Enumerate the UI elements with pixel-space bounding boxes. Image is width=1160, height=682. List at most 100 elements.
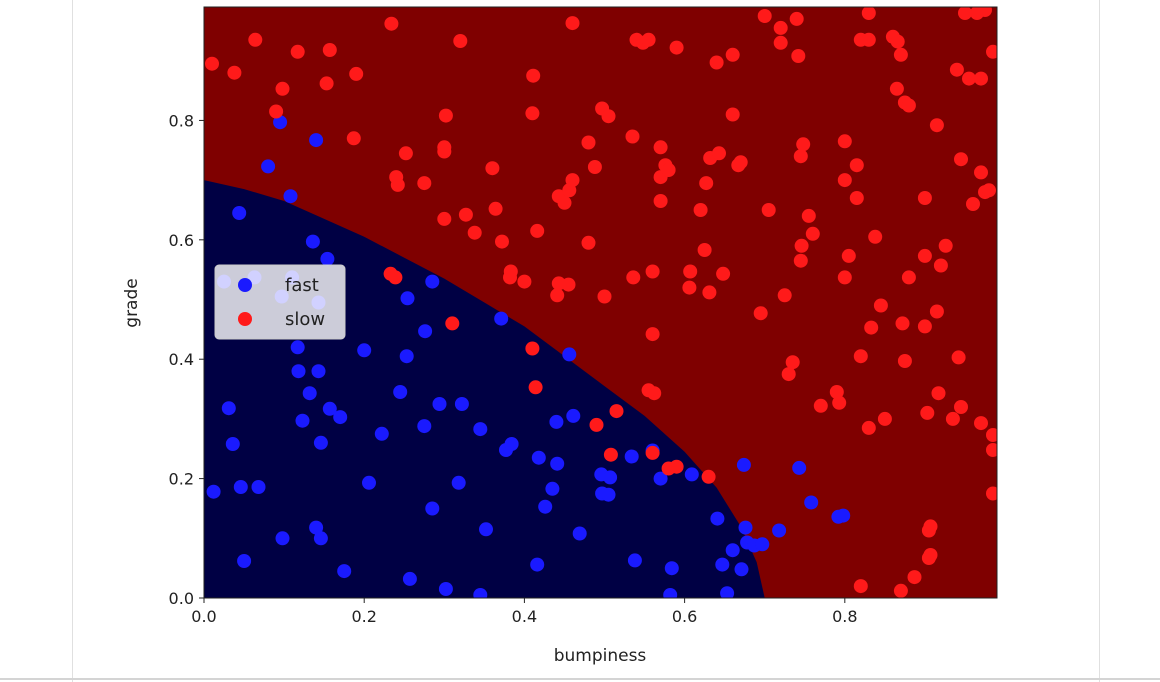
point-fast-2 xyxy=(261,159,276,174)
point-fast-70 xyxy=(313,531,328,546)
point-fast-85 xyxy=(720,586,735,598)
point-slow-144 xyxy=(954,400,968,414)
point-slow-113 xyxy=(861,420,876,435)
point-fast-15 xyxy=(290,340,305,355)
point-slow-137 xyxy=(931,386,946,401)
point-fast-55 xyxy=(251,480,266,494)
point-fast-44 xyxy=(603,470,618,485)
point-slow-21 xyxy=(485,161,500,176)
point-fast-35 xyxy=(494,311,509,326)
legend-box xyxy=(214,264,346,340)
point-fast-5 xyxy=(305,234,320,249)
point-slow-35 xyxy=(528,380,543,395)
point-fast-3 xyxy=(283,189,298,204)
point-fast-23 xyxy=(322,401,337,416)
point-slow-79 xyxy=(716,266,731,281)
point-slow-152 xyxy=(982,183,996,198)
point-fast-26 xyxy=(432,397,447,411)
point-slow-91 xyxy=(777,288,792,303)
point-slow-110 xyxy=(861,32,876,47)
point-slow-12 xyxy=(398,146,413,161)
point-fast-72 xyxy=(479,522,493,537)
point-fast-27 xyxy=(454,397,469,411)
point-slow-153 xyxy=(986,428,997,442)
point-slow-25 xyxy=(503,264,518,279)
point-slow-5 xyxy=(384,16,399,31)
point-slow-70 xyxy=(669,40,684,55)
point-fast-56 xyxy=(425,501,440,516)
point-slow-45 xyxy=(581,135,596,150)
point-fast-61 xyxy=(725,543,740,558)
point-slow-111 xyxy=(861,7,876,20)
point-slow-76 xyxy=(702,285,717,300)
point-fast-75 xyxy=(530,557,545,572)
x-axis-ticks: 0.0 0.2 0.4 0.6 0.8 xyxy=(191,598,858,626)
point-slow-46 xyxy=(587,160,602,174)
x-tick-label-4: 0.8 xyxy=(832,607,857,626)
point-slow-157 xyxy=(958,7,972,20)
point-fast-68 xyxy=(836,508,851,523)
point-slow-98 xyxy=(801,208,816,223)
x-axis-label: bumpiness xyxy=(554,646,647,666)
point-slow-23 xyxy=(495,234,509,249)
point-slow-38 xyxy=(561,277,576,292)
y-axis-label: grade xyxy=(122,278,142,327)
point-slow-43 xyxy=(565,16,580,31)
point-fast-36 xyxy=(562,347,577,362)
point-slow-51 xyxy=(603,447,618,462)
y-tick-label-3: 0.6 xyxy=(169,231,194,250)
point-slow-149 xyxy=(974,71,988,86)
point-slow-48 xyxy=(597,289,612,304)
point-fast-50 xyxy=(684,467,699,482)
point-slow-145 xyxy=(962,71,976,86)
point-fast-77 xyxy=(664,561,679,576)
point-slow-85 xyxy=(753,306,768,321)
point-slow-54 xyxy=(625,129,640,144)
point-fast-12 xyxy=(425,274,440,289)
point-slow-95 xyxy=(793,253,808,268)
point-slow-80 xyxy=(725,47,740,62)
point-slow-71 xyxy=(683,264,698,279)
point-fast-11 xyxy=(400,291,415,306)
point-slow-44 xyxy=(581,235,596,250)
point-slow-8 xyxy=(319,76,334,91)
point-slow-57 xyxy=(641,32,656,47)
point-fast-37 xyxy=(566,408,581,423)
point-slow-99 xyxy=(805,226,820,241)
point-fast-51 xyxy=(451,475,466,490)
point-slow-148 xyxy=(974,416,988,431)
point-slow-129 xyxy=(917,319,932,334)
y-tick-label-0: 0.0 xyxy=(169,589,194,608)
point-slow-141 xyxy=(949,62,964,77)
point-slow-107 xyxy=(849,158,864,173)
point-slow-103 xyxy=(837,270,852,285)
point-fast-80 xyxy=(337,564,352,579)
point-slow-16 xyxy=(390,177,405,192)
point-fast-32 xyxy=(313,435,328,450)
x-tick-label-0: 0.0 xyxy=(191,607,216,626)
point-fast-14 xyxy=(418,324,433,339)
point-fast-25 xyxy=(295,413,310,428)
point-fast-83 xyxy=(473,588,488,598)
point-slow-139 xyxy=(938,238,953,253)
point-fast-0 xyxy=(273,115,288,130)
point-fast-69 xyxy=(309,520,324,535)
point-slow-30 xyxy=(437,211,452,226)
point-slow-27 xyxy=(526,68,541,83)
point-slow-2 xyxy=(248,32,263,47)
point-fast-4 xyxy=(232,206,247,220)
notebook-cell-bottom-border xyxy=(0,678,1160,680)
point-slow-121 xyxy=(893,47,908,62)
x-tick-label-2: 0.4 xyxy=(512,607,537,626)
notebook-cell-left-border xyxy=(72,0,73,682)
point-slow-114 xyxy=(864,320,879,335)
point-slow-59 xyxy=(645,327,660,342)
legend: fast slow xyxy=(214,264,346,340)
point-slow-116 xyxy=(873,298,888,313)
point-slow-33 xyxy=(445,316,460,331)
y-tick-label-2: 0.4 xyxy=(169,350,194,369)
point-fast-63 xyxy=(755,537,770,552)
point-slow-132 xyxy=(923,519,938,534)
point-slow-156 xyxy=(986,44,997,59)
